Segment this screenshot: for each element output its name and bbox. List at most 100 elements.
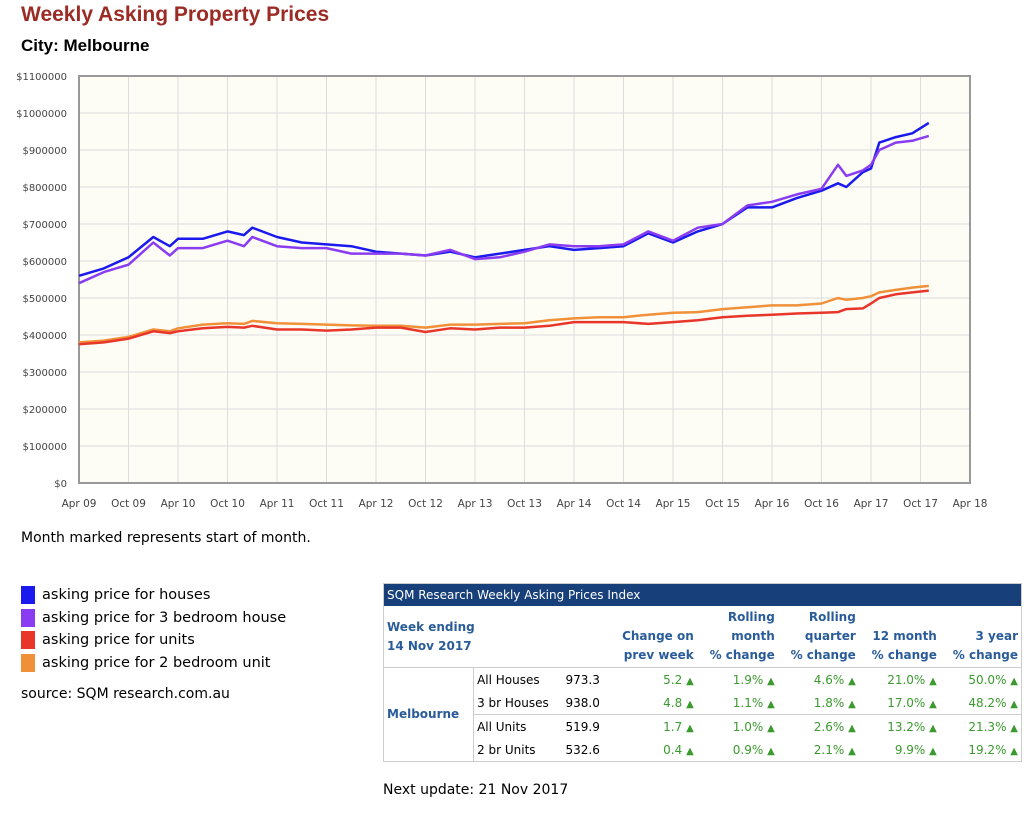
y-tick-label: $1100000 bbox=[16, 72, 67, 83]
change-cell: 4.6% ▲ bbox=[778, 668, 859, 692]
up-arrow-icon: ▲ bbox=[686, 745, 694, 757]
change-value: 0.4 bbox=[663, 742, 683, 757]
up-arrow-icon: ▲ bbox=[767, 722, 775, 734]
header-line: 12 month bbox=[872, 629, 937, 643]
week-label: Week ending bbox=[387, 619, 475, 634]
change-cell: 1.8% ▲ bbox=[778, 691, 859, 715]
up-arrow-icon: ▲ bbox=[929, 698, 937, 710]
change-cell: 2.6% ▲ bbox=[778, 715, 859, 739]
legend: asking price for houses asking price for… bbox=[21, 584, 286, 674]
week-ending: Week ending 14 Nov 2017 bbox=[384, 606, 609, 668]
table-row: Melbourne All Houses 973.3 5.2 ▲ 1.9% ▲ 4.6% … bbox=[383, 667, 1022, 762]
change-value: 9.9% bbox=[894, 742, 926, 757]
x-tick-label: Apr 09 bbox=[62, 498, 97, 510]
change-value: 21.3% bbox=[968, 719, 1007, 734]
x-tick-label: Apr 11 bbox=[260, 498, 295, 510]
plot-border bbox=[78, 75, 971, 484]
series-line-asking-price-for-2-bedroom-unit bbox=[78, 284, 929, 344]
y-tick-label: $0 bbox=[54, 479, 67, 490]
change-value: 0.9% bbox=[732, 742, 764, 757]
up-arrow-icon: ▲ bbox=[929, 745, 937, 757]
up-arrow-icon: ▲ bbox=[767, 675, 775, 687]
change-value: 13.2% bbox=[887, 719, 926, 734]
index-value: 938.0 bbox=[565, 695, 600, 710]
column-header: 12 month % change bbox=[859, 606, 940, 668]
y-tick-label: $700000 bbox=[22, 220, 67, 231]
legend-item: asking price for houses bbox=[21, 584, 286, 607]
source-text: source: SQM research.com.au bbox=[21, 686, 230, 702]
table-row: 2 br Units 532.6 0.4 ▲ 0.9% ▲ 2.1% ▲ 9.9% ▲ 19… bbox=[384, 738, 1022, 762]
change-cell: 21.3% ▲ bbox=[940, 715, 1022, 739]
legend-label: asking price for 2 bedroom unit bbox=[42, 654, 271, 671]
change-value: 2.1% bbox=[813, 742, 845, 757]
legend-item: asking price for 2 bedroom unit bbox=[21, 652, 286, 675]
table-row: 3 br Houses 938.0 4.8 ▲ 1.1% ▲ 1.8% ▲ 17.0% ▲… bbox=[384, 691, 1022, 715]
page-title: Weekly Asking Property Prices bbox=[21, 3, 330, 26]
up-arrow-icon: ▲ bbox=[848, 698, 856, 710]
property-type: All Units bbox=[477, 719, 527, 734]
header-line: prev week bbox=[623, 648, 694, 662]
column-header: 3 year % change bbox=[940, 606, 1022, 668]
up-arrow-icon: ▲ bbox=[767, 698, 775, 710]
header-line: % change bbox=[790, 648, 856, 662]
up-arrow-icon: ▲ bbox=[1010, 745, 1018, 757]
x-tick-label: Oct 13 bbox=[507, 498, 542, 510]
index-value: 519.9 bbox=[565, 719, 600, 734]
legend-item: asking price for 3 bedroom house bbox=[21, 607, 286, 630]
y-tick-label: $100000 bbox=[22, 442, 67, 453]
up-arrow-icon: ▲ bbox=[1010, 722, 1018, 734]
header-line: % change bbox=[709, 648, 775, 662]
y-tick-label: $600000 bbox=[22, 257, 67, 268]
region-label: Melbourne bbox=[383, 667, 475, 762]
up-arrow-icon: ▲ bbox=[686, 675, 694, 687]
series-line-asking-price-for-3-bedroom-house bbox=[78, 134, 930, 285]
column-header: Rolling quarter % change bbox=[778, 606, 859, 668]
x-tick-label: Oct 17 bbox=[903, 498, 938, 510]
legend-swatch bbox=[21, 653, 35, 672]
index-table: SQM Research Weekly Asking Prices Index … bbox=[383, 583, 1022, 762]
change-cell: 0.4 ▲ bbox=[608, 738, 696, 762]
x-tick-label: Oct 12 bbox=[408, 498, 443, 510]
x-tick-label: Oct 11 bbox=[309, 498, 344, 510]
y-tick-label: $400000 bbox=[22, 331, 67, 342]
header-line: Rolling bbox=[808, 610, 856, 624]
index-value: 532.6 bbox=[565, 742, 600, 757]
change-cell: 0.9% ▲ bbox=[697, 738, 778, 762]
change-value: 19.2% bbox=[968, 742, 1007, 757]
property-type: 3 br Houses bbox=[477, 695, 549, 710]
table-row: All Units 519.9 1.7 ▲ 1.0% ▲ 2.6% ▲ 13.2% ▲ 21… bbox=[383, 714, 1022, 739]
change-value: 1.9% bbox=[732, 672, 764, 687]
y-tick-label: $200000 bbox=[22, 405, 67, 416]
legend-swatch bbox=[21, 631, 35, 650]
change-cell: 19.2% ▲ bbox=[940, 738, 1022, 762]
city-label: City: Melbourne bbox=[21, 36, 150, 55]
change-cell: 17.0% ▲ bbox=[859, 691, 940, 715]
column-header: Rolling month % change bbox=[697, 606, 778, 668]
y-tick-label: $1000000 bbox=[16, 109, 67, 120]
x-tick-label: Apr 10 bbox=[161, 498, 196, 510]
change-value: 4.6% bbox=[813, 672, 845, 687]
table-caption: SQM Research Weekly Asking Prices Index bbox=[383, 583, 1022, 606]
price-chart: $0 $100000 $200000 $300000 $400000 $500000 $60… bbox=[16, 72, 987, 510]
change-value: 4.8 bbox=[663, 695, 683, 710]
property-type: All Houses bbox=[477, 672, 540, 687]
legend-swatch bbox=[21, 608, 35, 627]
change-cell: 5.2 ▲ bbox=[608, 668, 696, 692]
up-arrow-icon: ▲ bbox=[686, 698, 694, 710]
next-update: Next update: 21 Nov 2017 bbox=[383, 782, 569, 798]
y-tick-label: $800000 bbox=[22, 183, 67, 194]
change-cell: 9.9% ▲ bbox=[859, 738, 940, 762]
up-arrow-icon: ▲ bbox=[848, 675, 856, 687]
up-arrow-icon: ▲ bbox=[686, 722, 694, 734]
up-arrow-icon: ▲ bbox=[767, 745, 775, 757]
property-type: 2 br Units bbox=[477, 742, 536, 757]
x-tick-label: Apr 14 bbox=[557, 498, 592, 510]
x-tick-label: Apr 16 bbox=[755, 498, 790, 510]
up-arrow-icon: ▲ bbox=[929, 722, 937, 734]
change-value: 48.2% bbox=[968, 695, 1007, 710]
legend-item: asking price for units bbox=[21, 629, 286, 652]
x-tick-label: Oct 15 bbox=[705, 498, 740, 510]
legend-label: asking price for units bbox=[42, 632, 195, 649]
change-value: 1.8% bbox=[813, 695, 845, 710]
change-value: 21.0% bbox=[887, 672, 926, 687]
